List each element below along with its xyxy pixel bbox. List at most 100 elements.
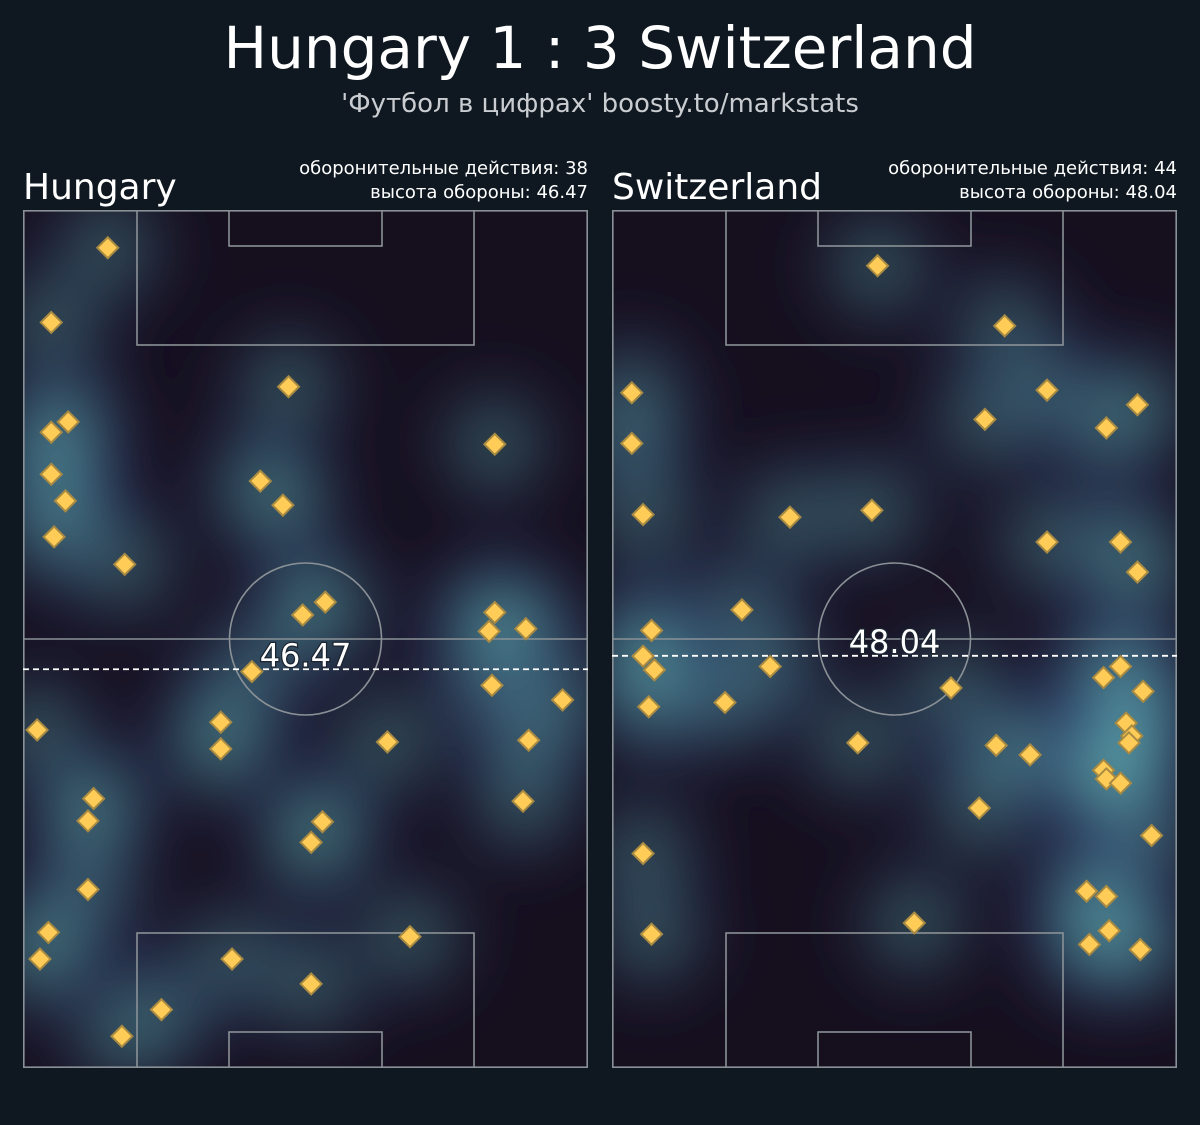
defensive-action-marker — [76, 808, 100, 833]
defensive-action-marker — [1128, 937, 1153, 962]
defense-height-label: 48.04 — [849, 623, 941, 661]
defensive-action-marker — [39, 420, 64, 445]
defensive-action-marker — [398, 924, 422, 949]
defensive-action-marker — [208, 710, 233, 735]
defensive-action-marker — [270, 493, 295, 518]
defensive-action-marker — [480, 673, 504, 698]
defensive-action-marker — [290, 603, 315, 627]
pitch-markings — [23, 210, 588, 1068]
defensive-action-marker — [758, 654, 783, 679]
defensive-action-marker — [208, 736, 233, 761]
defensive-action-marker — [310, 809, 335, 834]
defensive-action-marker — [276, 374, 301, 399]
defensive-action-marker — [902, 911, 927, 935]
defensive-action-marker — [1035, 530, 1059, 554]
defensive-action-marker — [482, 432, 507, 457]
chart-subtitle: 'Футбол в цифрах' boosty.to/markstats — [341, 89, 859, 119]
penalty-area-top — [725, 210, 1064, 346]
pitch-switzerland: 48.04 — [612, 210, 1177, 1068]
heat-core — [23, 262, 112, 383]
goal-area-bottom — [228, 1031, 383, 1068]
defensive-action-markers — [619, 253, 1164, 962]
defensive-action-marker — [53, 488, 78, 513]
defensive-action-marker — [972, 407, 997, 432]
defensive-action-marker — [1117, 730, 1141, 755]
goal-area-bottom — [817, 1031, 972, 1068]
center-circle — [817, 562, 972, 716]
chart-title: Hungary 1 : 3 Switzerland — [223, 14, 977, 82]
defense-height-label: 46.47 — [260, 636, 352, 674]
defensive-action-marker — [636, 694, 661, 719]
defensive-action-marker — [713, 690, 737, 715]
defensive-action-marker — [1035, 378, 1059, 403]
defensive-action-marker — [939, 675, 963, 700]
defensive-action-marker — [28, 947, 52, 971]
goal-area-top — [228, 210, 383, 247]
density-heatmap — [612, 210, 1177, 1045]
defensive-action-marker — [1125, 560, 1150, 584]
defensive-action-marker — [550, 688, 575, 712]
defensive-action-marker — [1139, 823, 1164, 848]
defensive-action-marker — [1018, 742, 1043, 767]
heat-core — [61, 976, 182, 1068]
defensive-action-marker — [619, 380, 644, 405]
defensive-action-marker — [56, 410, 81, 434]
defensive-action-marker — [248, 469, 273, 494]
pitch-hungary: 46.47 — [23, 210, 588, 1068]
defensive-action-marker — [619, 431, 644, 456]
defensive-actions-switzerland: оборонительные действия: 44 — [888, 158, 1177, 179]
defensive-action-marker — [1108, 654, 1133, 679]
defensive-action-marker — [513, 616, 538, 641]
team-name-switzerland: Switzerland — [612, 167, 822, 208]
defensive-action-marker — [112, 552, 137, 577]
defensive-action-markers — [25, 235, 575, 1049]
defensive-action-marker — [639, 922, 664, 947]
defensive-action-marker — [81, 786, 106, 811]
defense-height-switzerland: высота обороны: 48.04 — [959, 182, 1177, 203]
defensive-action-marker — [984, 733, 1009, 758]
defensive-action-marker — [1094, 884, 1119, 909]
defensive-action-marker — [967, 796, 992, 820]
defensive-action-marker — [859, 498, 884, 523]
defensive-action-marker — [36, 920, 61, 945]
defensive-action-marker — [220, 947, 244, 971]
defensive-action-marker — [375, 730, 400, 754]
defensive-action-marker — [1097, 918, 1122, 943]
defensive-action-marker — [631, 502, 655, 527]
defensive-action-marker — [778, 505, 802, 530]
defensive-action-marker — [730, 597, 754, 622]
defensive-action-marker — [42, 524, 66, 549]
penalty-area-top — [136, 210, 475, 346]
defensive-action-marker — [1108, 771, 1133, 796]
heat-core — [612, 454, 704, 575]
defensive-action-marker — [299, 972, 324, 996]
defensive-action-marker — [631, 644, 655, 669]
team-name-hungary: Hungary — [23, 167, 177, 208]
defensive-action-marker — [39, 462, 64, 487]
pitch-markings — [612, 210, 1177, 1068]
defensive-action-marker — [239, 659, 264, 684]
goal-area-top — [817, 210, 972, 247]
defensive-action-marker — [95, 235, 120, 260]
defensive-action-marker — [516, 728, 541, 753]
defensive-action-marker — [109, 1024, 134, 1049]
defensive-action-marker — [631, 841, 655, 866]
defensive-action-marker — [1125, 392, 1150, 417]
defensive-action-marker — [39, 310, 64, 335]
defensive-action-marker — [865, 253, 890, 278]
defensive-action-marker — [25, 718, 50, 742]
defensive-action-marker — [1131, 679, 1156, 704]
defensive-action-marker — [1094, 416, 1119, 440]
center-circle — [228, 562, 383, 716]
defensive-action-marker — [639, 618, 664, 643]
defensive-action-marker — [313, 590, 338, 615]
defensive-action-marker — [1108, 530, 1133, 554]
defensive-action-marker — [76, 877, 100, 902]
defensive-action-marker — [477, 619, 502, 644]
defensive-action-marker — [1077, 932, 1102, 957]
defensive-action-marker — [992, 313, 1017, 338]
defensive-action-marker — [511, 789, 535, 814]
penalty-area-bottom — [136, 932, 475, 1068]
defensive-action-marker — [299, 830, 324, 855]
defensive-action-marker — [1074, 879, 1099, 904]
